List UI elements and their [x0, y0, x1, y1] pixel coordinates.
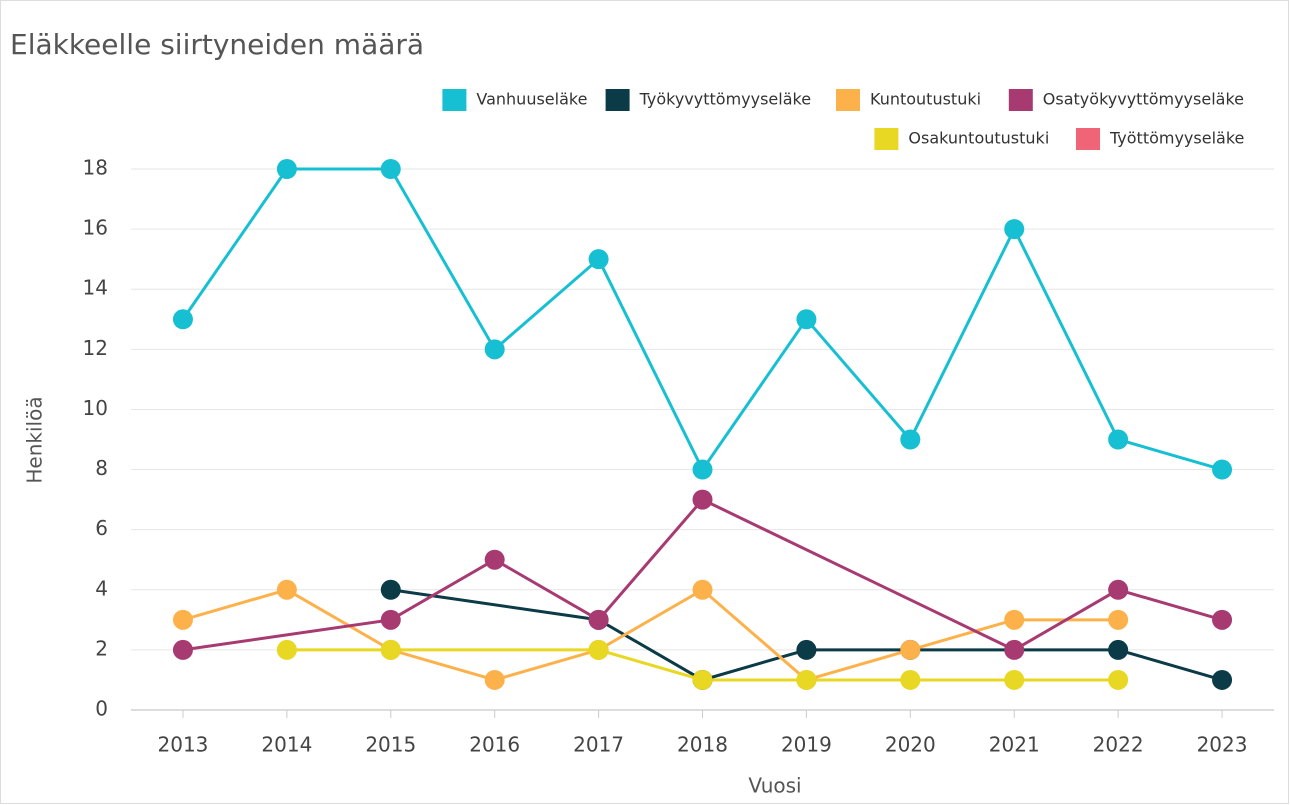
legend-label: Työttömyyseläke [1109, 129, 1244, 148]
y-tick-label: 8 [95, 456, 108, 480]
point [900, 669, 921, 690]
point [796, 639, 817, 660]
x-tick-label: 2018 [677, 733, 728, 757]
point [1108, 639, 1129, 660]
legend-label: Vanhuuseläke [476, 90, 587, 109]
y-tick-label: 0 [95, 697, 108, 721]
point [276, 159, 297, 179]
y-tick-label: 14 [83, 276, 108, 300]
point [1108, 579, 1129, 600]
point [484, 669, 505, 690]
point [1004, 639, 1025, 660]
point [172, 639, 193, 660]
point [692, 579, 713, 600]
x-tick-label: 2016 [469, 733, 520, 757]
legend-swatch [1008, 89, 1033, 111]
legend-label: Osakuntoutustuki [908, 129, 1049, 148]
point [172, 309, 193, 330]
legend-swatch [836, 89, 860, 111]
legend-swatch [442, 89, 467, 111]
y-tick-label: 18 [83, 156, 108, 180]
point [1004, 669, 1025, 690]
series-line [182, 497, 1223, 652]
point [1108, 669, 1129, 690]
y-axis-label: Henkilöä [23, 396, 47, 483]
y-tick-label: 4 [95, 576, 108, 600]
x-tick-label: 2019 [781, 733, 832, 757]
point [1004, 219, 1025, 240]
point [380, 159, 401, 179]
x-tick-label: 2023 [1197, 733, 1248, 757]
point [588, 639, 609, 660]
point [1108, 609, 1129, 630]
point [380, 579, 401, 600]
legend-label: Osatyökyvyttömyyseläke [1043, 90, 1244, 109]
point [1108, 429, 1129, 450]
point [796, 309, 817, 330]
point [276, 639, 297, 660]
point [1212, 459, 1233, 480]
point [380, 639, 401, 660]
legend-swatch [605, 89, 630, 111]
point [900, 639, 921, 660]
point [588, 249, 609, 270]
point [1212, 609, 1233, 630]
point [484, 549, 505, 570]
point [172, 609, 193, 630]
x-tick-label: 2021 [989, 733, 1040, 757]
legend-label: Kuntoutustuki [870, 90, 981, 109]
point [692, 459, 713, 480]
point [484, 339, 505, 360]
x-tick-label: 2020 [885, 733, 936, 757]
point [1212, 669, 1233, 690]
x-tick-label: 2017 [573, 733, 624, 757]
legend-label: Työkyvyttömyyseläke [639, 90, 811, 109]
x-tick-label: 2014 [261, 733, 312, 757]
point [380, 609, 401, 630]
y-tick-label: 12 [83, 336, 108, 360]
y-tick-label: 2 [95, 636, 108, 660]
chart-title: Eläkkeelle siirtyneiden määrä [10, 28, 424, 61]
point [692, 669, 713, 690]
series-line [182, 587, 1119, 682]
point [692, 489, 713, 510]
x-tick-label: 2013 [158, 733, 209, 757]
y-tick-label: 10 [83, 396, 108, 420]
point [796, 669, 817, 690]
legend-swatch [1076, 128, 1100, 150]
y-tick-label: 16 [83, 216, 108, 240]
x-axis-label: Vuosi [748, 774, 801, 798]
point [276, 579, 297, 600]
y-tick-label: 6 [95, 516, 108, 540]
point [1004, 609, 1025, 630]
point [588, 609, 609, 630]
x-tick-label: 2015 [365, 733, 416, 757]
point [900, 429, 921, 450]
legend-swatch [874, 128, 899, 150]
series-line [286, 648, 1119, 682]
x-tick-label: 2022 [1093, 733, 1144, 757]
